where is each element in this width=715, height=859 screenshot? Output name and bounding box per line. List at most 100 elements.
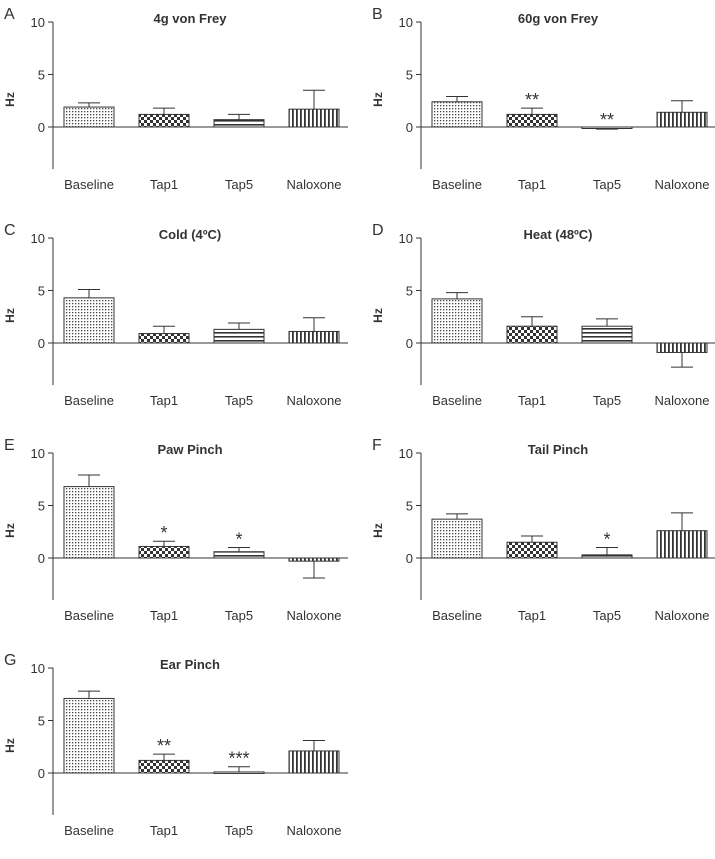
bar-baseline (431, 298, 483, 344)
significance-marker: * (235, 530, 242, 550)
x-tick-label: Naloxone (287, 393, 342, 408)
y-tick-label: 0 (406, 336, 413, 351)
y-tick-label: 0 (38, 551, 45, 566)
x-tick-label: Baseline (432, 393, 482, 408)
y-tick-label: 5 (38, 714, 45, 729)
y-axis-label: Hz (3, 523, 17, 538)
x-tick-label: Baseline (64, 823, 114, 838)
bar-naloxone (288, 557, 340, 562)
x-tick-label: Naloxone (287, 823, 342, 838)
bar-tap1 (138, 333, 190, 344)
x-tick-label: Tap5 (225, 823, 253, 838)
y-tick-label: 5 (406, 68, 413, 83)
y-tick-label: 10 (31, 15, 45, 30)
panel-letter: E (4, 437, 15, 454)
bar-baseline (63, 486, 115, 559)
x-tick-label: Tap5 (593, 177, 621, 192)
bar-naloxone (656, 530, 708, 559)
y-tick-label: 0 (38, 120, 45, 135)
panel-letter: C (4, 222, 16, 239)
y-tick-label: 5 (38, 499, 45, 514)
y-tick-label: 10 (399, 15, 413, 30)
x-tick-label: Tap1 (518, 393, 546, 408)
bar-naloxone (656, 342, 708, 353)
panel-title: Paw Pinch (157, 442, 222, 457)
panel-e: E Paw Pinch Hz 0 5 10 Baseline * Tap1 * Tap5 Naloxo… (3, 437, 348, 623)
y-axis-label: Hz (3, 738, 17, 753)
significance-marker: ** (600, 110, 614, 130)
x-tick-label: Tap1 (150, 823, 178, 838)
significance-marker: * (160, 523, 167, 543)
y-tick-label: 10 (31, 446, 45, 461)
x-tick-label: Tap1 (150, 608, 178, 623)
bar-tap1 (506, 541, 558, 559)
x-tick-label: Tap1 (150, 177, 178, 192)
x-tick-label: Baseline (64, 608, 114, 623)
y-tick-label: 5 (406, 284, 413, 299)
bar-tap5 (213, 771, 265, 774)
bar-baseline (63, 697, 115, 774)
y-tick-label: 5 (406, 499, 413, 514)
panel-title: Ear Pinch (160, 657, 220, 672)
panel-title: Cold (4ºC) (159, 227, 222, 242)
x-tick-label: Naloxone (287, 608, 342, 623)
x-tick-label: Tap5 (593, 393, 621, 408)
bar-naloxone (288, 330, 340, 344)
bar-tap5 (213, 551, 265, 559)
x-tick-label: Naloxone (655, 177, 710, 192)
y-tick-label: 10 (31, 661, 45, 676)
y-tick-label: 0 (38, 336, 45, 351)
y-tick-label: 10 (399, 446, 413, 461)
panel-title: Heat (48ºC) (523, 227, 592, 242)
bar-tap5 (213, 328, 265, 344)
x-tick-label: Tap5 (225, 608, 253, 623)
bar-tap1 (138, 545, 190, 559)
bar-tap5 (581, 554, 633, 559)
y-tick-label: 0 (406, 551, 413, 566)
y-tick-label: 10 (399, 231, 413, 246)
y-axis-label: Hz (371, 92, 385, 107)
y-tick-label: 5 (38, 284, 45, 299)
bar-naloxone (288, 108, 340, 128)
x-tick-label: Tap1 (518, 177, 546, 192)
y-tick-label: 0 (38, 766, 45, 781)
panel-b: B 60g von Frey Hz 0 5 10 Baseline ** Tap1 ** Tap5 N… (371, 6, 715, 192)
bar-baseline (431, 518, 483, 559)
panel-letter: D (372, 222, 384, 239)
panel-letter: G (4, 652, 16, 669)
panel-d: D Heat (48ºC) Hz 0 5 10 Baseline Tap1 Tap5 Naloxo… (371, 222, 715, 408)
panel-c: C Cold (4ºC) Hz 0 5 10 Baseline Tap1 Tap5 Naloxon… (3, 222, 348, 408)
significance-marker: *** (228, 749, 249, 769)
significance-marker: ** (157, 736, 171, 756)
panel-title: 60g von Frey (518, 11, 599, 26)
panel-f: F Tail Pinch Hz 0 5 10 Baseline Tap1 * Tap5 Naloxo… (371, 437, 715, 623)
panel-letter: B (372, 6, 383, 23)
panel-g: G Ear Pinch Hz 0 5 10 Baseline ** Tap1 *** Tap5 Nal… (3, 652, 348, 838)
significance-marker: * (603, 530, 610, 550)
x-tick-label: Naloxone (655, 393, 710, 408)
x-tick-label: Baseline (64, 177, 114, 192)
bar-tap5 (213, 119, 265, 128)
x-tick-label: Baseline (432, 177, 482, 192)
y-axis-label: Hz (371, 523, 385, 538)
y-tick-label: 0 (406, 120, 413, 135)
x-tick-label: Tap5 (593, 608, 621, 623)
y-axis-label: Hz (3, 92, 17, 107)
panel-title: Tail Pinch (528, 442, 588, 457)
bar-tap1 (506, 113, 558, 128)
x-tick-label: Baseline (64, 393, 114, 408)
y-tick-label: 5 (38, 68, 45, 83)
panel-letter: F (372, 437, 382, 454)
x-tick-label: Naloxone (655, 608, 710, 623)
bar-naloxone (656, 111, 708, 128)
panel-title: 4g von Frey (154, 11, 228, 26)
bar-tap1 (138, 759, 190, 774)
x-tick-label: Baseline (432, 608, 482, 623)
y-axis-label: Hz (3, 308, 17, 323)
bar-baseline (63, 297, 115, 344)
x-tick-label: Naloxone (287, 177, 342, 192)
bar-naloxone (288, 750, 340, 774)
y-axis-label: Hz (371, 308, 385, 323)
bar-baseline (431, 101, 483, 128)
panel-letter: A (4, 6, 15, 23)
